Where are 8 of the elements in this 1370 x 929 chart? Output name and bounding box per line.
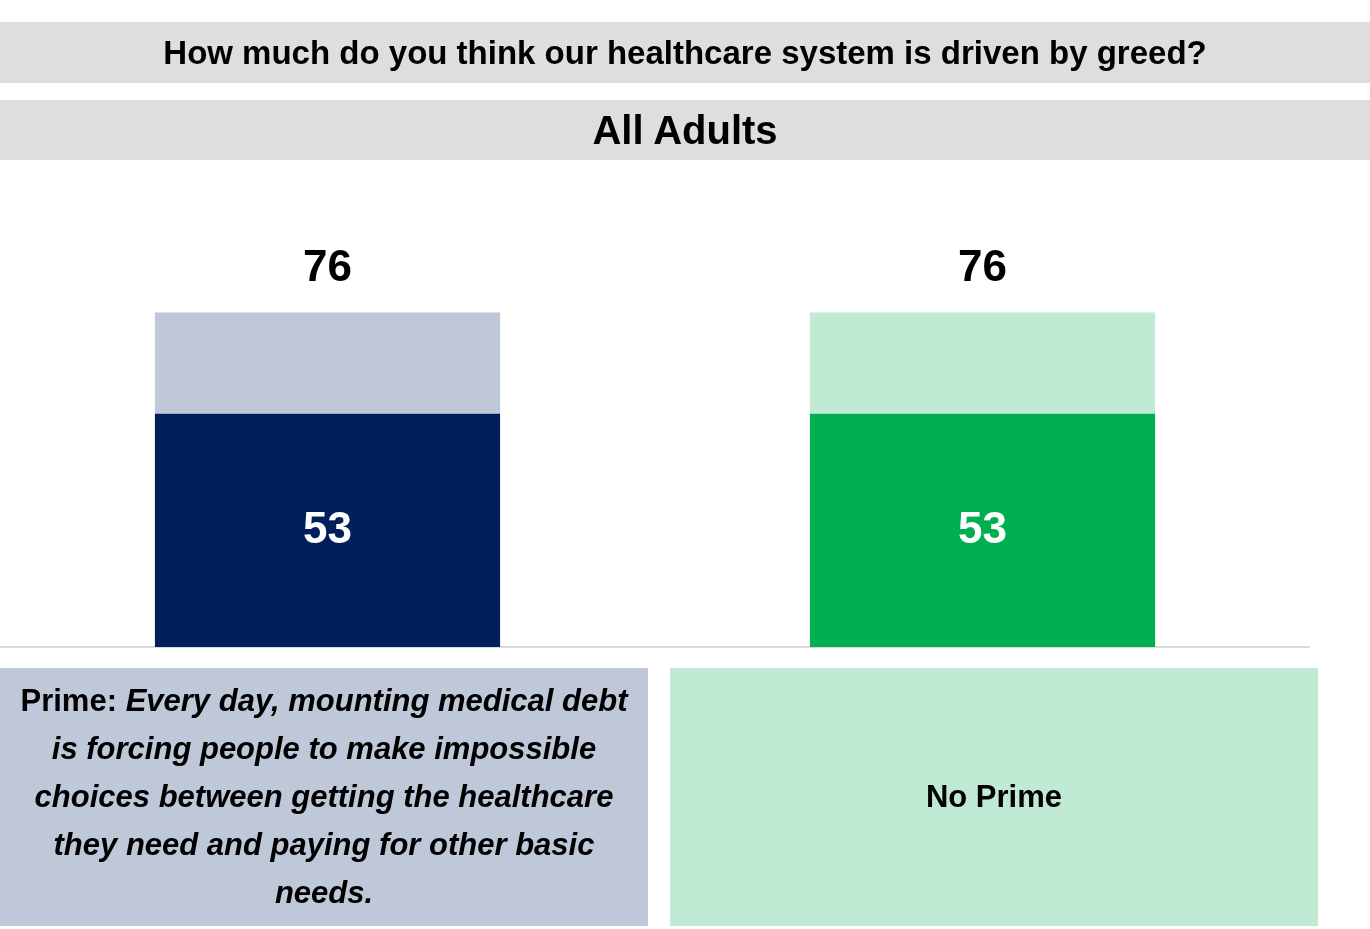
data-label: 53 (958, 502, 1007, 552)
chart-subtitle: All Adults (0, 100, 1370, 160)
x-tick-label: No Prime (925, 778, 1063, 816)
data-label: 53 (303, 502, 352, 552)
chart-title: How much do you think our healthcare system is driven by greed? (0, 22, 1370, 83)
total-label: 76 (958, 240, 1007, 290)
x-tick-label: Prime: Every day, mounting medical debt is forcing people to make impossible choices between getting the healthcare they need and paying for other basic needs. (20, 683, 628, 910)
total-label: 76 (303, 240, 352, 290)
